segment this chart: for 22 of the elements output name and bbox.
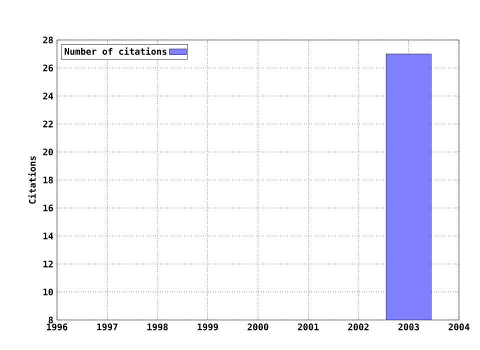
x-tick-label: 1998 [147,324,168,330]
y-tick-label: 24 [43,92,54,100]
x-tick-label: 2000 [248,324,268,330]
x-tick-label: 1999 [198,324,218,330]
y-axis-title: Citations [28,156,36,204]
y-tick-label: 28 [43,36,53,44]
x-tick-label: 2002 [348,324,369,330]
legend-label: Number of citations [64,47,166,55]
x-tick-label: 2004 [448,324,470,330]
y-tick-label: 8 [48,316,53,324]
y-tick-label: 18 [43,176,53,184]
x-tick-label: 2001 [298,324,319,330]
x-tick-label: 2003 [398,324,419,330]
y-tick-label: 26 [43,64,53,72]
y-tick-label: 14 [43,232,54,240]
y-tick-label: 20 [43,148,53,156]
y-tick-label: 12 [43,260,53,268]
y-tick-label: 16 [43,204,53,212]
y-tick-label: 22 [43,120,53,128]
x-tick-label: 1997 [97,324,118,330]
x-tick-label: 1996 [47,324,68,330]
y-tick-label: 10 [43,288,53,296]
